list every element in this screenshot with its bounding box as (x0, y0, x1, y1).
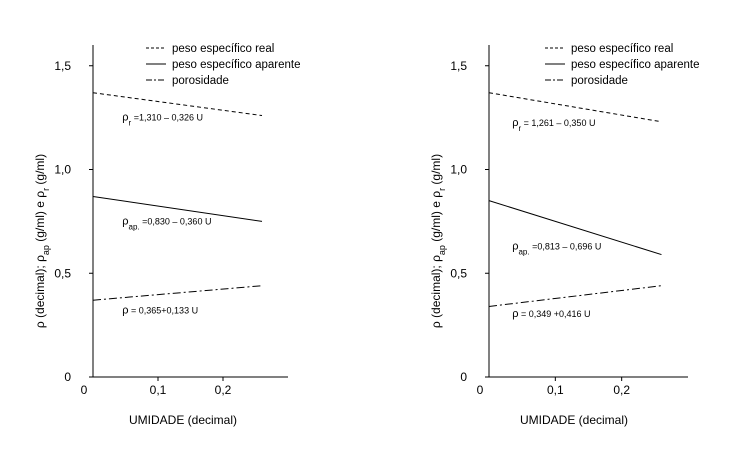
equation-symbol: ρ (512, 240, 518, 252)
chart-panel-2: 0 0,5 1,0 1,5 0 0,1 0,2 UMIDADE (decimal) ρ (dec… (429, 43, 700, 427)
equation-subscript: ap. (518, 247, 529, 256)
y-axis-title-part: ρ (decimal); ρ (429, 255, 443, 328)
legend-label: peso específico real (172, 43, 274, 55)
series-line-dashed (92, 92, 263, 117)
equation-text: =1,310 – 0,326 U (131, 113, 203, 123)
y-axis-title-subscript: r (437, 188, 447, 191)
y-tick-label: 1,0 (54, 163, 71, 177)
y-tick-label: 0 (460, 370, 467, 384)
y-axis-title-subscript: r (41, 188, 51, 191)
series-line-dashed (488, 92, 662, 123)
x-axis-title: UMIDADE (decimal) (129, 413, 237, 427)
series-line-dashdot (488, 285, 662, 307)
equation-label: ρr =1,310 – 0,326 U (122, 112, 203, 128)
equation-label: ρ = 0,365+0,133 U (122, 305, 198, 317)
y-tick-label: 0,5 (54, 266, 71, 280)
chart-panel-1: 0 0,5 1,0 1,5 0 0,1 0,2 UMIDADE (decimal) ρ (dec… (33, 43, 301, 427)
equation-label: ρap. =0,830 – 0,360 U (122, 215, 211, 231)
series-line-solid (92, 195, 263, 222)
equation-subscript: r (129, 118, 132, 127)
equation-symbol: ρ (122, 215, 128, 227)
equation-label: ρr = 1,261 – 0,350 U (512, 117, 595, 133)
y-axis-title: ρ (decimal); ρap (g/ml) e ρr (g/ml) (429, 154, 447, 328)
equation-label: ρ = 0,349 +0,416 U (512, 308, 590, 320)
y-axis-title-subscript: ap (437, 245, 447, 255)
y-axis-title-subscript: ap (41, 245, 51, 255)
equation-text: = 0,349 +0,416 U (518, 309, 590, 319)
x-tick-label: 0,2 (215, 383, 232, 397)
y-tick-label: 1,5 (54, 59, 71, 73)
x-tick-label: 0,2 (613, 383, 630, 397)
y-axis-title-part: (g/ml) (429, 154, 443, 188)
equation-subscript: r (518, 123, 521, 132)
legend-label: porosidade (571, 75, 628, 87)
x-tick-label: 0 (477, 383, 484, 397)
equation-symbol: ρ (122, 112, 128, 124)
equation-subscript: ap. (129, 222, 140, 231)
legend-label: peso específico aparente (172, 59, 301, 71)
x-axis-title: UMIDADE (decimal) (520, 413, 628, 427)
y-axis-title-part: (g/ml) (33, 154, 47, 188)
equation-label: ρap. =0,813 – 0,696 U (512, 240, 601, 256)
y-tick-label: 1,5 (450, 59, 467, 73)
y-axis-title-part: (g/ml) e ρ (429, 191, 443, 245)
y-tick-label: 0 (64, 370, 71, 384)
equation-symbol: ρ (512, 117, 518, 129)
equation-text: =0,813 – 0,696 U (530, 241, 602, 251)
x-tick-label: 0,1 (150, 383, 167, 397)
y-tick-label: 0,5 (450, 266, 467, 280)
series-line-solid (488, 200, 662, 256)
legend-label: peso específico real (571, 43, 673, 55)
y-axis-title-part: ρ (decimal); ρ (33, 255, 47, 328)
equation-text: = 0,365+0,133 U (129, 306, 199, 316)
equation-symbol: ρ (512, 308, 518, 320)
equation-text: = 1,261 – 0,350 U (521, 118, 595, 128)
series-line-dashdot (92, 285, 263, 301)
y-axis-title: ρ (decimal); ρap (g/ml) e ρr (g/ml) (33, 154, 51, 328)
y-tick-label: 1,0 (450, 163, 467, 177)
x-tick-label: 0,1 (547, 383, 564, 397)
legend-label: peso específico aparente (571, 59, 700, 71)
equation-text: =0,830 – 0,360 U (140, 216, 212, 226)
legend-label: porosidade (172, 75, 229, 87)
y-axis-title-part: (g/ml) e ρ (33, 191, 47, 245)
x-tick-label: 0 (81, 383, 88, 397)
equation-symbol: ρ (122, 305, 128, 317)
